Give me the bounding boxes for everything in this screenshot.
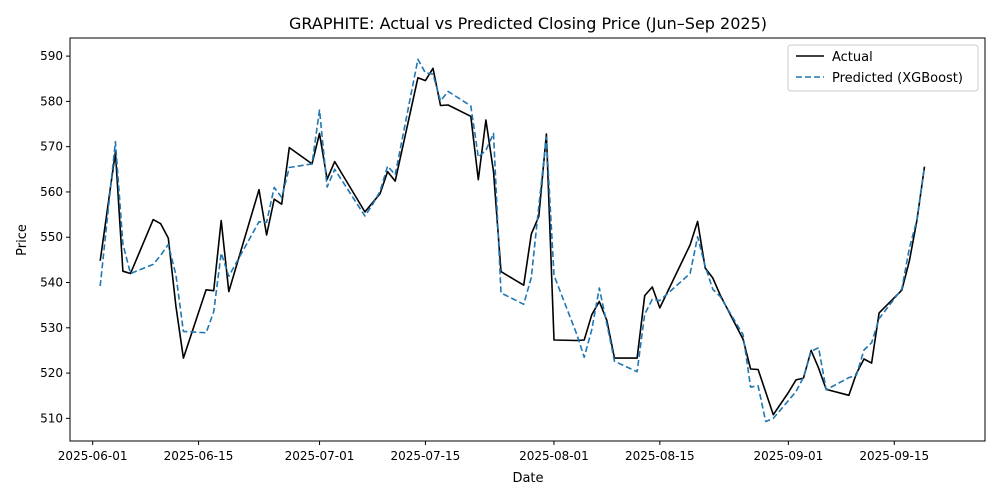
y-tick-label: 550 <box>40 230 63 244</box>
x-tick-label: 2025-06-15 <box>164 449 234 463</box>
legend-actual-label: Actual <box>832 50 873 65</box>
y-tick-label: 570 <box>40 140 63 154</box>
axes-frame <box>69 37 986 442</box>
y-tick-label: 580 <box>40 94 63 108</box>
x-tick-label: 2025-06-01 <box>58 449 128 463</box>
y-tick-label: 520 <box>40 366 63 380</box>
predicted-series-line <box>99 58 926 423</box>
x-tick-label: 2025-08-15 <box>625 449 695 463</box>
legend-box <box>787 44 979 92</box>
legend-predicted-label: Predicted (XGBoost) <box>832 71 963 86</box>
y-tick-label: 510 <box>40 411 63 425</box>
legend: Actual Predicted (XGBoost) <box>787 44 979 92</box>
y-tick-label: 560 <box>40 185 63 199</box>
y-axis: 510 520 530 540 550 560 570 580 590 <box>40 49 70 425</box>
y-tick-label: 590 <box>40 49 63 63</box>
x-tick-label: 2025-08-01 <box>519 449 589 463</box>
x-axis-label: Date <box>512 471 543 486</box>
x-tick-label: 2025-07-15 <box>391 449 461 463</box>
y-tick-label: 540 <box>40 276 63 290</box>
x-tick-label: 2025-09-01 <box>754 449 824 463</box>
x-tick-label: 2025-07-01 <box>285 449 355 463</box>
y-axis-label: Price <box>15 224 30 256</box>
plot-area <box>99 58 926 423</box>
x-tick-label: 2025-09-15 <box>859 449 929 463</box>
x-axis: 2025-06-01 2025-06-15 2025-07-01 2025-07-15… <box>58 441 929 463</box>
chart-title: GRAPHITE: Actual vs Predicted Closing Pr… <box>289 14 767 33</box>
actual-series-line <box>99 67 926 416</box>
y-tick-label: 530 <box>40 321 63 335</box>
